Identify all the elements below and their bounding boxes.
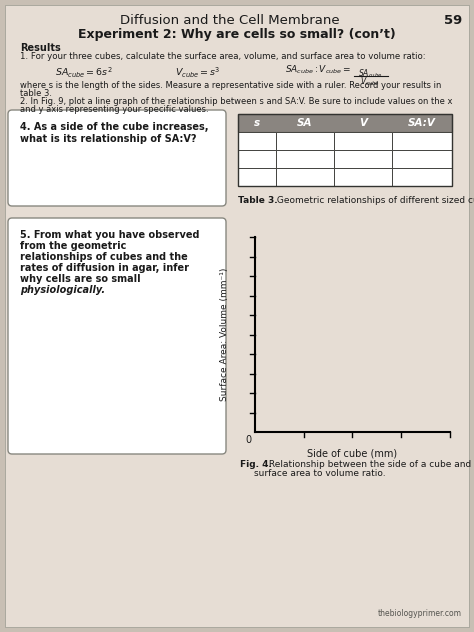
Text: 2. In Fig. 9, plot a line graph of the relationship between s and SA:V. Be sure : 2. In Fig. 9, plot a line graph of the r… (20, 97, 453, 106)
Text: Fig. 4.: Fig. 4. (240, 460, 272, 469)
Bar (392, 168, 452, 186)
Text: $SA_{cube} = 6s^2$: $SA_{cube} = 6s^2$ (55, 66, 112, 80)
Bar (334, 132, 392, 150)
Bar (392, 132, 452, 150)
Text: $SA_{cube}:V_{cube} =$: $SA_{cube}:V_{cube} =$ (285, 64, 351, 76)
Text: physiologically.: physiologically. (20, 285, 105, 295)
FancyBboxPatch shape (8, 218, 226, 454)
Text: Geometric relationships of different sized cubes.: Geometric relationships of different siz… (274, 196, 474, 205)
Text: $V_{cube} = s^3$: $V_{cube} = s^3$ (175, 66, 220, 80)
Text: relationships of cubes and the: relationships of cubes and the (20, 252, 188, 262)
Bar (238, 114, 452, 186)
Text: 4. As a side of the cube increases,: 4. As a side of the cube increases, (20, 122, 209, 132)
Text: SA:V: SA:V (408, 118, 436, 128)
Text: and y axis representing your specific values.: and y axis representing your specific va… (20, 105, 209, 114)
Bar (392, 150, 452, 168)
Text: 59: 59 (444, 14, 462, 27)
Bar (238, 150, 276, 168)
FancyBboxPatch shape (8, 110, 226, 206)
Text: Side of cube (mm): Side of cube (mm) (308, 448, 398, 458)
Text: $SA_{cube}$: $SA_{cube}$ (357, 67, 383, 80)
Bar (238, 114, 452, 132)
Text: 1. For your three cubes, calculate the surface area, volume, and surface area to: 1. For your three cubes, calculate the s… (20, 52, 426, 61)
Text: from the geometric: from the geometric (20, 241, 127, 251)
Bar (334, 168, 392, 186)
Text: SA: SA (297, 118, 313, 128)
Text: Table 3.: Table 3. (238, 196, 278, 205)
Text: thebiologyprimer.com: thebiologyprimer.com (378, 609, 462, 618)
Text: 0: 0 (246, 435, 252, 445)
Text: Relationship between the side of a cube and its: Relationship between the side of a cube … (266, 460, 474, 469)
Bar (276, 132, 334, 150)
Text: where s is the length of the sides. Measure a representative side with a ruler. : where s is the length of the sides. Meas… (20, 81, 441, 90)
Text: surface area to volume ratio.: surface area to volume ratio. (254, 469, 386, 478)
Text: rates of diffusion in agar, infer: rates of diffusion in agar, infer (20, 263, 189, 273)
Text: s: s (254, 118, 260, 128)
Bar (238, 132, 276, 150)
Bar (276, 168, 334, 186)
Bar (334, 150, 392, 168)
Text: Results: Results (20, 43, 61, 53)
Text: V: V (359, 118, 367, 128)
Text: Experiment 2: Why are cells so small? (con’t): Experiment 2: Why are cells so small? (c… (78, 28, 396, 41)
Text: why cells are so small: why cells are so small (20, 274, 141, 284)
Text: $V_{cube}$: $V_{cube}$ (360, 76, 380, 88)
Bar (276, 150, 334, 168)
Bar (238, 168, 276, 186)
Text: Diffusion and the Cell Membrane: Diffusion and the Cell Membrane (120, 14, 340, 27)
Text: table 3.: table 3. (20, 89, 52, 98)
Text: Surface Area: Volume (mm⁻¹): Surface Area: Volume (mm⁻¹) (220, 268, 229, 401)
Text: what is its relationship of SA:V?: what is its relationship of SA:V? (20, 134, 197, 144)
Text: 5. From what you have observed: 5. From what you have observed (20, 230, 200, 240)
